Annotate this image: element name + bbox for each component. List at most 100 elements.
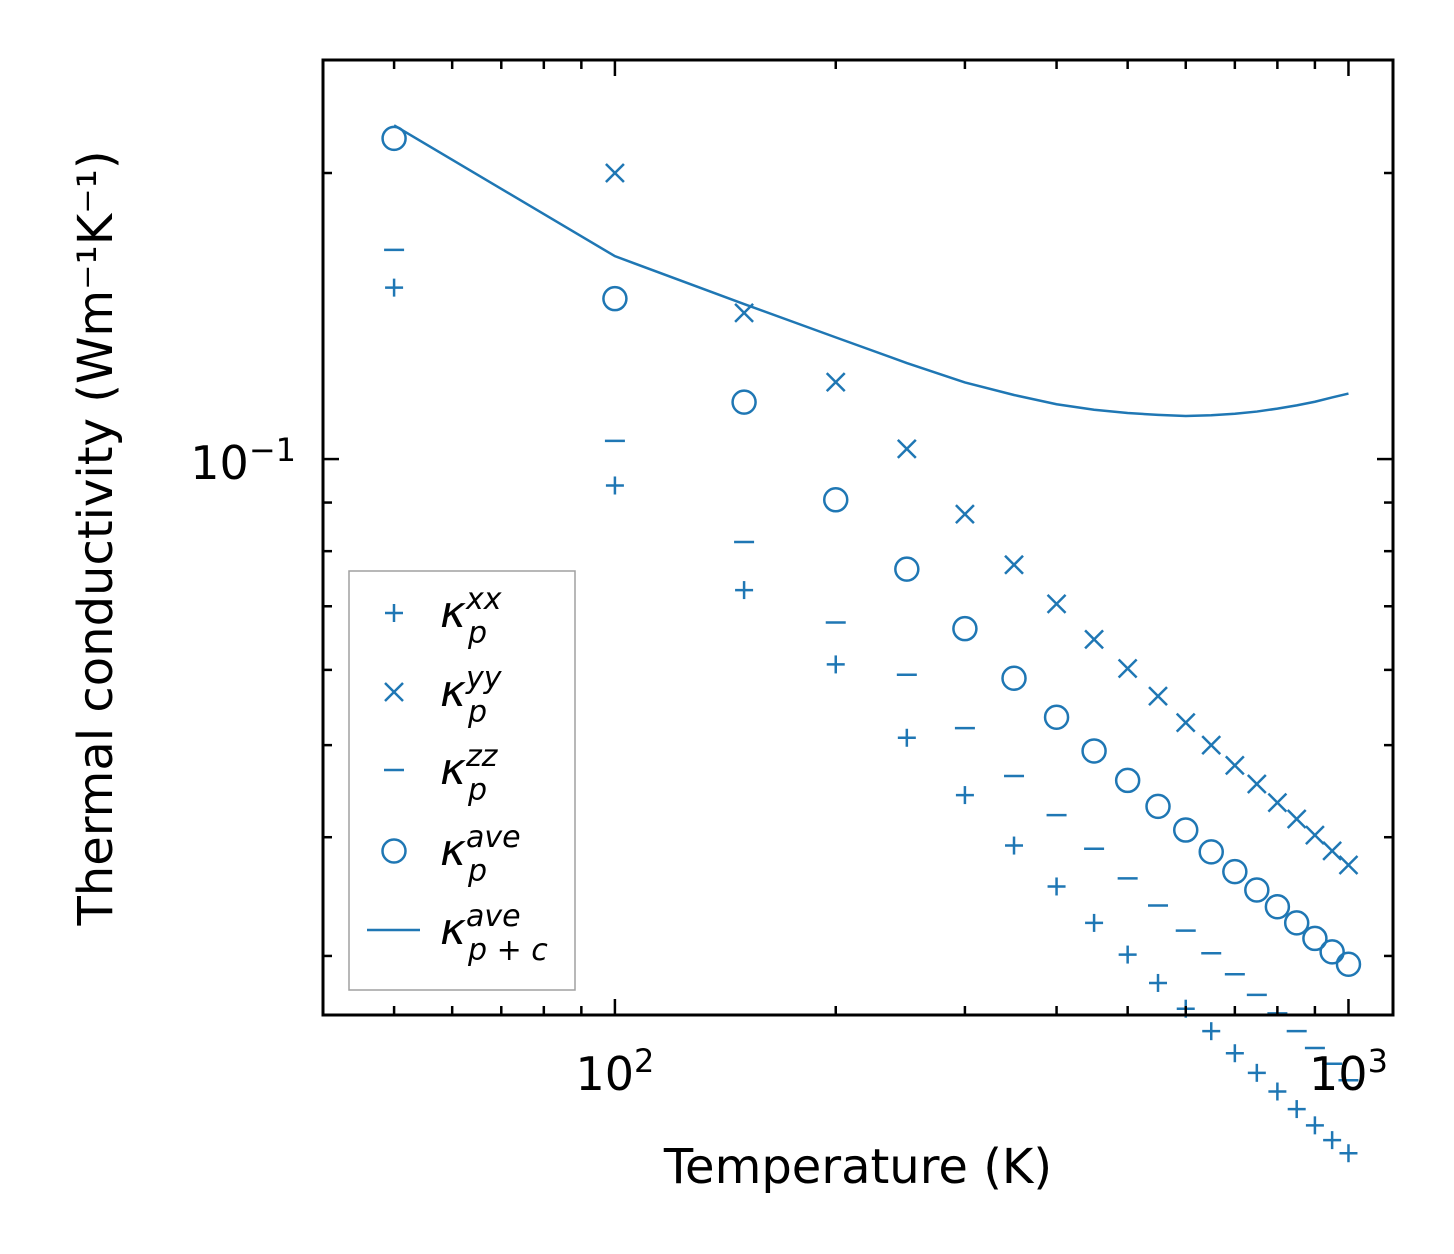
- series-circle: [381, 125, 1362, 978]
- data-point-plus: [1047, 877, 1066, 896]
- series-line-kappa-p-plus-c-ave: [393, 124, 1349, 418]
- series-layer: [381, 124, 1362, 1163]
- data-point-circle: [1244, 877, 1270, 903]
- legend-marker-plus: [385, 604, 403, 622]
- x-axis-label: Temperature (K): [663, 1139, 1052, 1195]
- data-point-plus: [1005, 836, 1024, 855]
- x-stroke-b: [1267, 792, 1288, 813]
- series-x: [605, 163, 1359, 875]
- data-point-x: [1246, 774, 1267, 794]
- data-point-x: [1004, 554, 1024, 575]
- data-point-x: [1117, 658, 1138, 679]
- legend-item: κyy p: [384, 661, 503, 730]
- data-point-x: [605, 163, 625, 183]
- x-stroke-b: [955, 504, 975, 525]
- y-axis-label: Thermal conductivity (Wm⁻¹K⁻¹): [68, 150, 124, 926]
- data-point-x: [1175, 712, 1196, 733]
- data-point-plus: [735, 581, 754, 600]
- data-point-circle: [1222, 858, 1248, 885]
- x-stroke-b: [1322, 840, 1343, 861]
- data-point-circle: [894, 556, 920, 582]
- data-point-circle: [1302, 925, 1328, 952]
- axes-layer: 102 103 10−1: [190, 58, 1395, 1101]
- data-point-circle: [1283, 910, 1310, 936]
- data-point-plus: [1247, 1063, 1266, 1082]
- data-point-circle: [1114, 767, 1141, 794]
- legend: κxx p κyy p κzz p κave p κave p + c: [348, 570, 576, 991]
- data-point-circle: [602, 285, 628, 312]
- legend-label: κxx p: [440, 582, 502, 651]
- data-point-plus: [1118, 945, 1137, 964]
- data-point-circle: [1198, 839, 1224, 865]
- data-point-plus: [1305, 1116, 1324, 1135]
- legend-box: [348, 570, 576, 991]
- data-point-circle: [1001, 665, 1027, 691]
- data-point-circle: [381, 125, 407, 152]
- data-point-x: [896, 438, 917, 459]
- data-point-x: [1046, 594, 1067, 614]
- x-stroke-b: [896, 438, 917, 459]
- data-point-x: [1201, 735, 1222, 756]
- data-point-plus: [1323, 1131, 1342, 1150]
- legend-item: κxx p: [385, 582, 502, 651]
- data-point-circle: [822, 487, 849, 513]
- data-point-plus: [385, 278, 404, 297]
- legend-item: κave p + c: [367, 899, 548, 968]
- legend-item: κzz p: [384, 739, 499, 808]
- x-tick-label: 102: [575, 1042, 654, 1101]
- data-point-plus: [1339, 1144, 1358, 1163]
- x-stroke-b: [1286, 809, 1307, 829]
- series-plus: [385, 278, 1358, 1163]
- x-stroke-b: [1224, 755, 1245, 776]
- data-point-plus: [1085, 913, 1104, 932]
- data-point-circle: [1335, 951, 1362, 978]
- x-stroke-b: [1201, 735, 1222, 756]
- data-point-x: [1084, 629, 1104, 650]
- legend-label: κave p + c: [440, 899, 548, 968]
- data-point-circle: [1081, 738, 1107, 764]
- data-point-x: [1224, 755, 1245, 776]
- data-point-circle: [952, 615, 978, 642]
- x-stroke-b: [1305, 825, 1325, 846]
- x-stroke-b: [1175, 712, 1196, 733]
- plot-frame: [321, 58, 1395, 1017]
- data-point-plus: [826, 655, 845, 674]
- x-tick-label: 103: [1309, 1042, 1388, 1101]
- data-point-circle: [731, 389, 757, 415]
- data-point-plus: [897, 728, 916, 747]
- x-stroke-b: [1004, 554, 1024, 575]
- x-stroke-b: [1046, 594, 1067, 614]
- data-point-circle: [1319, 939, 1345, 965]
- data-point-x: [1148, 686, 1168, 707]
- data-point-x: [1305, 825, 1325, 846]
- legend-label: κave p: [440, 820, 521, 889]
- legend-item: κave p: [381, 820, 521, 889]
- x-stroke-b: [384, 682, 404, 702]
- x-stroke-b: [1246, 774, 1267, 794]
- x-stroke-b: [1084, 629, 1104, 650]
- x-stroke-b: [605, 163, 625, 183]
- data-point-circle: [1043, 704, 1070, 730]
- legend-label: κyy p: [440, 661, 503, 730]
- legend-label: κzz p: [440, 739, 499, 808]
- data-point-x: [1267, 792, 1288, 813]
- data-point-circle: [1264, 893, 1291, 920]
- x-stroke-b: [1148, 686, 1168, 707]
- data-point-x: [1286, 809, 1307, 829]
- data-point-circle: [1145, 793, 1171, 820]
- data-point-plus: [1268, 1082, 1287, 1101]
- x-stroke-b: [1117, 658, 1138, 679]
- data-point-plus: [1225, 1044, 1244, 1063]
- data-point-plus: [955, 786, 974, 805]
- data-point-x: [1322, 840, 1343, 861]
- data-point-x: [955, 504, 975, 525]
- legend-marker-circle: [381, 838, 407, 864]
- data-point-plus: [605, 476, 624, 495]
- data-point-plus: [1149, 973, 1168, 992]
- data-point-x: [825, 372, 846, 392]
- data-point-x: [1338, 855, 1359, 875]
- legend-marker-x: [384, 682, 404, 702]
- y-tick-label: 10−1: [190, 431, 296, 490]
- data-point-plus: [1287, 1100, 1306, 1119]
